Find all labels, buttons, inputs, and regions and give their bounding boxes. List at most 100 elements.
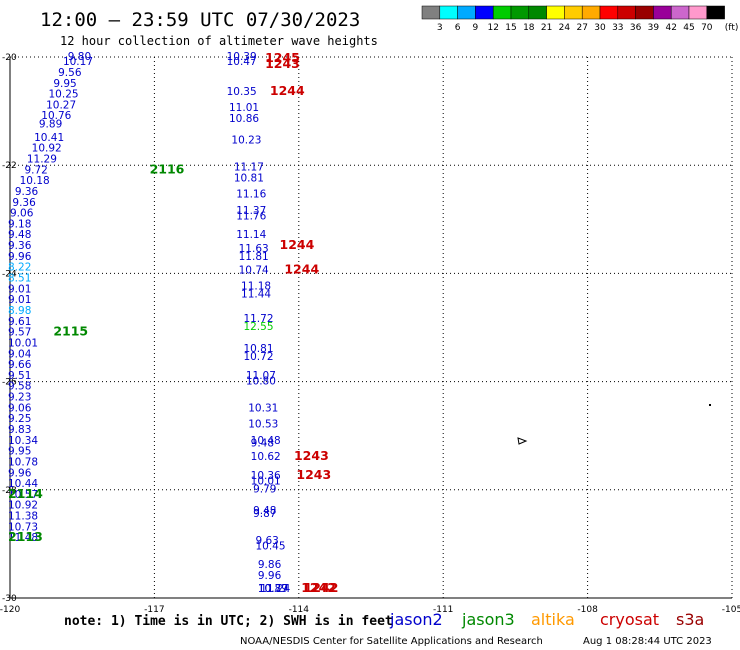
legend-swatch [510, 5, 530, 20]
wave-height-value: 9.83 [8, 424, 31, 436]
footer-note: note: 1) Time is in UTC; 2) SWH is in fe… [64, 614, 393, 629]
wave-height-value: 10.47 [227, 56, 257, 68]
wave-height-value: 9.57 [8, 327, 31, 339]
wave-height-value: 10.78 [8, 456, 38, 468]
wave-height-value: 10.41 [34, 132, 64, 144]
legend-swatch [457, 5, 476, 20]
pass-time-label: 1245 [265, 50, 300, 65]
wave-height-value: 10.25 [49, 89, 79, 101]
legend-label: 70 [701, 23, 713, 33]
color-legend: 3 6 9 12 15 18 21 24 27 30 33 36 39 42 45 70 (ft) [421, 5, 738, 33]
lon-tick-label: -120 [0, 605, 20, 615]
wave-height-value: 9.95 [8, 446, 31, 458]
legend-label: 12 [487, 23, 498, 33]
legend-swatch [653, 5, 672, 20]
legend-swatch [528, 5, 547, 20]
wave-height-value: 10.18 [20, 175, 50, 187]
pass-time-label: 1243 [294, 448, 329, 463]
legend-swatch [635, 5, 654, 20]
wave-height-value: 11.29 [27, 153, 57, 165]
legend-label: 15 [505, 23, 516, 33]
footer-credit: NOAA/NESDIS Center for Satellite Applica… [240, 636, 543, 647]
wave-height-value: 9.06 [10, 208, 34, 220]
legend-label: 39 [648, 23, 660, 33]
lon-tick-label: -108 [577, 605, 598, 615]
pass-time-label: 1242 [304, 580, 339, 595]
lat-tick-label: -20 [2, 53, 17, 63]
wave-height-value: 10.27 [46, 99, 76, 111]
lat-tick-label: -26 [2, 378, 17, 388]
wave-height-value: 8.51 [8, 273, 31, 285]
wave-height-value: 10.76 [41, 110, 71, 122]
wave-height-value: 11.72 [243, 313, 273, 325]
wave-height-value: 10.17 [63, 56, 93, 68]
legend-swatch [599, 5, 619, 20]
wave-height-value: 10.81 [243, 343, 273, 355]
wave-height-value: 10.92 [32, 143, 62, 155]
legend-label: 36 [630, 23, 642, 33]
wave-height-value: 9.63 [255, 535, 278, 547]
wave-height-value: 10.80 [246, 375, 276, 387]
legend-label: 27 [576, 23, 587, 33]
satellite-legend-cryosat: cryosat [600, 610, 659, 629]
pass-time-labels: 1245124312442116124412442115124312432114… [8, 50, 338, 595]
wave-height-value: 11.07 [246, 370, 276, 382]
wave-height-value: 10.39 [227, 51, 257, 63]
lon-tick-label: -105 [722, 605, 740, 615]
satellite-legend: jason2 jason3 altika cryosat s3a [389, 610, 704, 629]
wave-height-value: 10.72 [243, 351, 273, 363]
legend-swatch [617, 5, 636, 20]
legend-label: 45 [683, 23, 694, 33]
wave-height-values: 9.8010.179.569.9510.2510.2710.769.8910.4… [8, 51, 291, 595]
grid-lines [10, 57, 732, 598]
wave-height-value: 9.86 [258, 559, 282, 571]
legend-label: 42 [665, 23, 676, 33]
lat-tick-label: -28 [2, 486, 17, 496]
legend-label: 33 [612, 23, 623, 33]
wave-height-value: 10.44 [8, 478, 38, 490]
wave-height-value: 9.79 [253, 484, 276, 496]
legend-label: 21 [541, 23, 552, 33]
legend-swatch [421, 5, 441, 20]
wave-height-value: 9.06 [8, 402, 32, 414]
wave-height-value: 10.62 [251, 451, 281, 463]
footer-timestamp: Aug 1 08:28:44 UTC 2023 [583, 636, 712, 647]
wave-height-value: 9.96 [8, 467, 32, 479]
legend-swatch [670, 5, 690, 20]
pass-time-label: 2114 [8, 486, 43, 501]
legend-swatch [475, 5, 494, 20]
satellite-legend-jason2: jason2 [389, 610, 443, 629]
coastline-fragment [517, 404, 711, 445]
legend-swatch [581, 5, 601, 20]
lat-tick-label: -30 [2, 594, 17, 604]
wave-height-value: 10.01 [8, 337, 38, 349]
legend-swatch [688, 5, 708, 20]
wave-height-value: 10.73 [8, 521, 38, 533]
legend-label: 30 [594, 23, 606, 33]
wave-height-value: 9.18 [8, 218, 31, 230]
wave-height-value: 11.16 [236, 189, 266, 201]
wave-height-value: 9.48 [8, 229, 31, 241]
wave-height-value: 11.18 [241, 281, 271, 293]
wave-height-value: 11.24 [260, 583, 290, 595]
lon-tick-label: -117 [144, 605, 164, 615]
wave-height-value: 10.86 [229, 113, 259, 125]
wave-height-value: 9.95 [53, 78, 76, 90]
wave-height-value: 9.80 [68, 51, 91, 63]
wave-height-value: 10.81 [234, 172, 264, 184]
wave-height-value: 11.48 [8, 532, 38, 544]
wave-height-value: 11.01 [229, 102, 259, 114]
wave-height-value: 8.98 [8, 305, 31, 317]
legend-label: 9 [473, 23, 479, 33]
wave-height-value: 10.57 [8, 489, 38, 501]
pass-time-label: 1244 [270, 83, 305, 98]
legend-swatch [439, 5, 458, 20]
wave-height-value: 9.48 [251, 438, 274, 450]
wave-height-value: 12.55 [243, 321, 273, 333]
wave-height-value: 10.45 [255, 540, 285, 552]
wave-height-value: 9.36 [15, 186, 39, 198]
wave-height-value: 9.01 [8, 294, 31, 306]
wave-height-value: 9.36 [12, 197, 36, 209]
wave-height-value: 10.89 [258, 583, 288, 595]
